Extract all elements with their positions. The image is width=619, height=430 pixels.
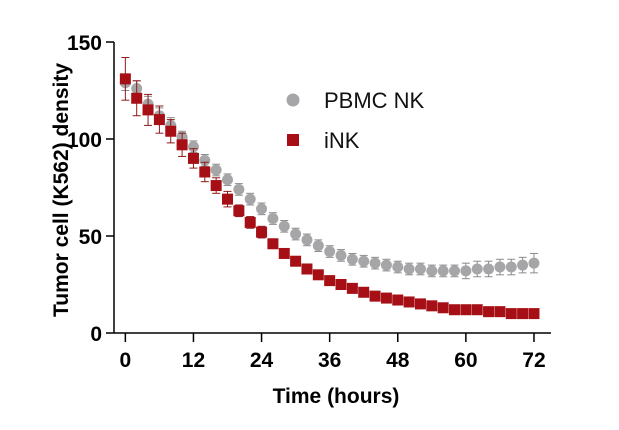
data-point bbox=[267, 213, 279, 225]
data-point bbox=[517, 259, 529, 271]
data-point bbox=[483, 306, 495, 318]
y-axis-title: Tumor cell (K562) density bbox=[50, 63, 73, 317]
data-point bbox=[267, 238, 279, 250]
series-pbmc-nk bbox=[119, 74, 540, 280]
x-tick-label-12: 12 bbox=[182, 349, 205, 372]
data-point bbox=[346, 253, 358, 265]
data-point bbox=[392, 294, 404, 306]
data-point bbox=[380, 259, 392, 271]
data-point bbox=[290, 228, 302, 240]
legend-marker-pbmc-nk bbox=[286, 93, 300, 107]
data-point bbox=[312, 269, 324, 281]
x-tick-label-60: 60 bbox=[454, 349, 477, 372]
data-point bbox=[460, 304, 472, 316]
y-ticks: 0 50 100 150 bbox=[67, 32, 114, 346]
y-tick-label-50: 50 bbox=[79, 226, 102, 249]
data-point bbox=[369, 290, 381, 302]
data-point bbox=[449, 265, 461, 277]
data-point bbox=[301, 234, 313, 246]
data-point bbox=[494, 261, 506, 273]
data-point bbox=[369, 257, 381, 269]
data-point bbox=[153, 114, 165, 126]
data-point bbox=[437, 302, 449, 314]
data-point bbox=[403, 263, 415, 275]
x-tick-label-36: 36 bbox=[318, 349, 341, 372]
series-ink bbox=[119, 57, 540, 320]
data-point bbox=[199, 166, 211, 178]
data-point bbox=[324, 275, 336, 287]
data-point bbox=[505, 308, 517, 320]
data-point bbox=[290, 255, 302, 267]
data-point bbox=[244, 216, 256, 228]
data-point bbox=[471, 263, 483, 275]
data-point bbox=[437, 265, 449, 277]
data-point bbox=[131, 92, 143, 104]
data-point bbox=[335, 249, 347, 261]
data-point bbox=[233, 183, 245, 195]
data-point bbox=[176, 139, 188, 151]
x-tick-label-48: 48 bbox=[386, 349, 410, 372]
x-axis-title: Time (hours) bbox=[273, 385, 400, 408]
data-point bbox=[210, 164, 222, 176]
data-point bbox=[426, 300, 438, 312]
data-point bbox=[460, 265, 472, 277]
data-point bbox=[278, 247, 290, 259]
data-point bbox=[278, 220, 290, 232]
data-point bbox=[414, 298, 426, 310]
data-point bbox=[165, 125, 177, 137]
x-tick-label-72: 72 bbox=[522, 349, 545, 372]
data-point bbox=[312, 240, 324, 252]
data-point bbox=[256, 226, 268, 238]
legend-label-ink: iNK bbox=[324, 128, 360, 153]
data-point bbox=[233, 205, 245, 217]
data-point bbox=[346, 282, 358, 294]
data-point bbox=[403, 296, 415, 308]
data-point bbox=[187, 141, 199, 153]
data-point bbox=[449, 304, 461, 316]
data-point bbox=[471, 304, 483, 316]
data-point bbox=[380, 292, 392, 304]
data-point bbox=[358, 255, 370, 267]
data-point bbox=[528, 257, 540, 269]
series-layer bbox=[119, 57, 540, 320]
data-point bbox=[222, 174, 234, 186]
data-point bbox=[324, 246, 336, 258]
y-tick-label-0: 0 bbox=[90, 323, 102, 346]
data-point bbox=[244, 193, 256, 205]
data-point bbox=[222, 193, 234, 205]
data-point bbox=[256, 203, 268, 215]
data-point bbox=[210, 180, 222, 192]
data-point bbox=[142, 104, 154, 116]
data-point bbox=[483, 263, 495, 275]
data-point bbox=[505, 261, 517, 273]
data-point bbox=[199, 154, 211, 166]
data-point bbox=[301, 263, 313, 275]
data-point bbox=[335, 279, 347, 290]
y-tick-label-150: 150 bbox=[67, 32, 102, 55]
legend: PBMC NK iNK bbox=[286, 88, 425, 153]
data-point bbox=[528, 308, 540, 320]
axes bbox=[113, 42, 551, 334]
x-ticks: 0 12 24 36 48 60 72 bbox=[120, 333, 546, 372]
legend-marker-ink bbox=[287, 134, 299, 146]
data-point bbox=[392, 261, 404, 273]
data-point bbox=[426, 265, 438, 277]
y-tick-label-100: 100 bbox=[67, 129, 102, 152]
data-point bbox=[494, 306, 506, 318]
x-tick-label-0: 0 bbox=[120, 349, 132, 372]
x-tick-label-24: 24 bbox=[250, 349, 274, 372]
data-point bbox=[187, 152, 199, 164]
data-point bbox=[358, 286, 370, 298]
data-point bbox=[414, 263, 426, 275]
legend-label-pbmc-nk: PBMC NK bbox=[324, 88, 425, 113]
data-point bbox=[517, 308, 529, 320]
data-point bbox=[119, 73, 131, 85]
